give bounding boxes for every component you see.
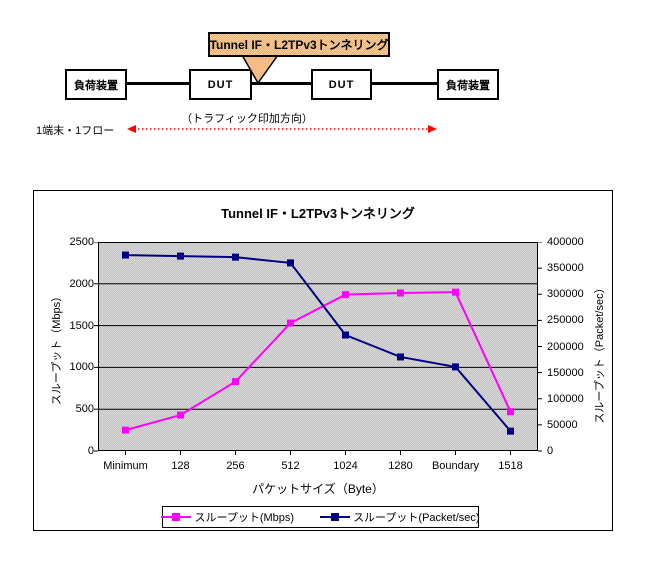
y-tick-left-2500: 2500 xyxy=(69,236,94,248)
traffic-direction-arrow-icon xyxy=(127,125,437,133)
legend-label: スループット(Packet/sec) xyxy=(353,512,480,524)
y-tick-right-350000: 350000 xyxy=(547,262,584,275)
callout-pointer-icon xyxy=(241,55,279,85)
legend-line-pps-icon xyxy=(320,513,351,521)
plot-area xyxy=(98,242,538,451)
y-tick-right-0: 0 xyxy=(547,445,554,457)
y-tick-left-1000: 1000 xyxy=(69,361,94,374)
legend-item-pps: スループット(Packet/sec) xyxy=(320,509,480,525)
callout: Tunnel IF・L2TPv3トンネリング xyxy=(208,32,390,57)
x-tick-512: 512 xyxy=(281,460,300,472)
legend-item-mbps: スループット(Mbps) xyxy=(161,509,294,525)
y-tick-right-100000: 100000 xyxy=(547,392,584,405)
y-tick-right-150000: 150000 xyxy=(547,366,584,379)
node-label: DUT xyxy=(328,78,355,91)
y-tick-left-0: 0 xyxy=(87,445,94,457)
y-tick-right-300000: 300000 xyxy=(547,288,584,301)
y-tick-right-250000: 250000 xyxy=(547,314,584,327)
y-tick-right-200000: 200000 xyxy=(547,340,584,353)
x-tick-128: 128 xyxy=(171,460,190,472)
legend-marker-square-icon xyxy=(172,513,181,521)
x-tick-Boundary: Boundary xyxy=(431,460,480,472)
x-tick-1280: 1280 xyxy=(388,460,413,472)
node-box-dut-right: DUT xyxy=(311,69,372,100)
node-label: 負荷装置 xyxy=(446,79,490,92)
node-box-load-left: 負荷装置 xyxy=(65,69,127,100)
y-tick-left-1500: 1500 xyxy=(69,319,94,332)
node-box-load-right: 負荷装置 xyxy=(437,69,499,100)
y-tick-right-50000: 50000 xyxy=(547,418,578,431)
x-tick-Minimum: Minimum xyxy=(103,460,148,472)
traffic-direction-label: （トラフィック印加方向） xyxy=(181,113,313,125)
chart-panel: Tunnel IF・L2TPv3トンネリング スループット（Mbps） スループ… xyxy=(33,190,613,531)
legend-label: スループット(Mbps) xyxy=(194,512,295,524)
y-tick-right-400000: 400000 xyxy=(547,236,584,248)
legend-marker-square-icon xyxy=(331,513,340,521)
x-tick-1518: 1518 xyxy=(498,460,523,472)
y-axis-label-left: スループット（Mbps） xyxy=(51,290,63,406)
legend: スループット(Mbps) スループット(Packet/sec) xyxy=(161,506,480,528)
flow-label: 1端末・1フロー xyxy=(36,125,115,137)
node-label: 負荷装置 xyxy=(74,79,118,92)
callout-label: Tunnel IF・L2TPv3トンネリング xyxy=(209,38,389,52)
x-tick-256: 256 xyxy=(226,460,245,472)
node-label: DUT xyxy=(207,78,234,91)
link-line xyxy=(127,82,437,85)
x-axis-label: パケットサイズ（Byte） xyxy=(252,482,384,496)
y-tick-left-500: 500 xyxy=(75,403,94,416)
node-box-dut-left: DUT xyxy=(189,69,252,100)
legend-line-mbps-icon xyxy=(161,513,192,521)
y-tick-left-2000: 2000 xyxy=(69,277,94,290)
chart-title: Tunnel IF・L2TPv3トンネリング xyxy=(221,206,415,221)
x-tick-1024: 1024 xyxy=(333,460,358,472)
